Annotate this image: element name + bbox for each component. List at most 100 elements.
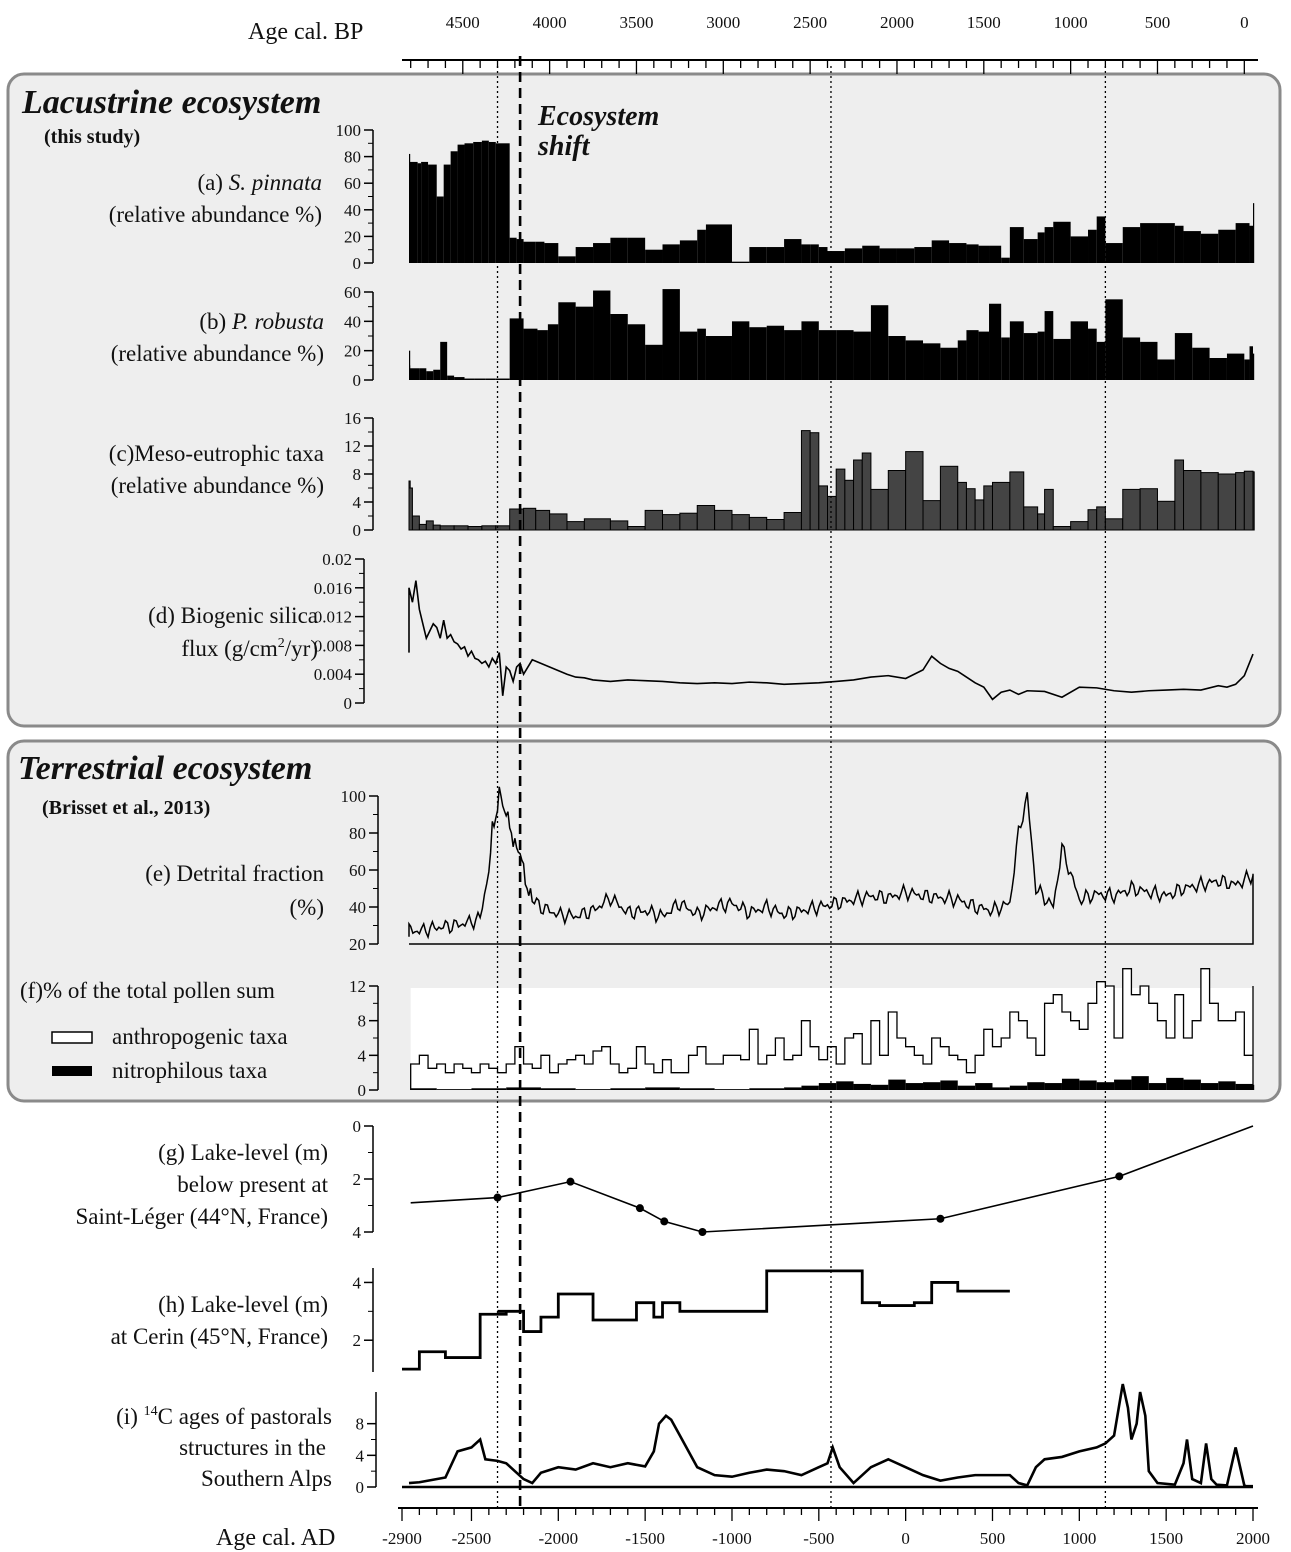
bar-c <box>844 479 855 531</box>
bar-a <box>949 243 967 263</box>
top-axis-label: 2000 <box>880 13 914 32</box>
bar-nitrophilous <box>1166 1077 1184 1090</box>
bar-a <box>1249 225 1253 263</box>
bar-b <box>426 371 434 380</box>
bar-c <box>1139 488 1158 531</box>
bottom-axis-label: -1000 <box>712 1529 752 1548</box>
bar-a <box>481 140 489 263</box>
bar-b <box>440 341 448 380</box>
bar-c <box>509 508 525 531</box>
bar-c <box>1252 471 1255 531</box>
bar-c <box>835 468 846 531</box>
bar-a <box>1023 239 1038 263</box>
bar-a <box>844 248 863 263</box>
bar-a <box>966 244 979 263</box>
bar-c <box>1217 473 1237 531</box>
y-tick-label-g: 0 <box>353 1117 362 1136</box>
bar-b <box>966 330 979 380</box>
bar-c <box>991 481 1011 531</box>
bar-c <box>766 519 785 531</box>
bar-c <box>1200 472 1219 531</box>
bar-a <box>610 237 628 263</box>
bar-a <box>749 247 767 263</box>
bar-b <box>447 375 455 380</box>
bar-nitrophilous <box>1253 1084 1255 1090</box>
bar-a <box>627 237 646 263</box>
bar-b <box>1174 333 1193 380</box>
bottom-axis-label: 1500 <box>1149 1529 1183 1548</box>
bar-b <box>645 344 663 380</box>
bar-b <box>1096 341 1106 380</box>
bar-c <box>1235 472 1245 531</box>
bar-a <box>1200 233 1219 263</box>
bar-b <box>905 340 924 380</box>
bar-b <box>1105 299 1123 380</box>
bar-b <box>1088 328 1097 380</box>
top-axis-title: Age cal. BP <box>248 19 363 45</box>
bar-a <box>705 224 732 263</box>
bar-b <box>610 314 628 380</box>
panel-d-unit: flux (g/cm2/yr) <box>181 636 318 661</box>
bar-a <box>417 163 422 263</box>
bar-b <box>766 325 785 380</box>
y-tick-label-f: 12 <box>349 977 366 996</box>
bar-a <box>784 239 802 263</box>
panel-f-label: (f)% of the total pollen sum <box>20 978 275 1003</box>
bar-c <box>818 485 829 531</box>
y-tick-label-d: 0.004 <box>314 665 353 684</box>
y-tick-label-i: 8 <box>356 1415 365 1434</box>
frame-e <box>409 873 1254 945</box>
y-tick-label-e: 60 <box>349 861 366 880</box>
bar-c <box>549 513 568 531</box>
bar-c <box>783 512 802 531</box>
y-tick-label-i: 4 <box>356 1446 365 1465</box>
bar-a <box>1053 221 1071 263</box>
shift-label-line2: shift <box>537 131 591 162</box>
bar-nitrophilous <box>1131 1076 1149 1090</box>
bar-nitrophilous <box>1044 1083 1062 1090</box>
bar-b <box>1226 353 1245 380</box>
bar-a <box>896 248 915 263</box>
bar-a <box>818 247 828 263</box>
bar-b <box>705 336 732 380</box>
bar-b <box>1192 347 1210 380</box>
y-tick-label-b: 20 <box>344 342 361 361</box>
bar-nitrophilous <box>1061 1078 1080 1090</box>
bar-c <box>583 518 611 531</box>
bar-c <box>965 488 976 531</box>
bar-nitrophilous <box>610 1088 646 1090</box>
bar-a <box>464 143 474 263</box>
panel-c-label: (c)Meso-eutrophic taxa <box>109 441 324 466</box>
legend-anthropogenic: anthropogenic taxa <box>112 1024 288 1049</box>
bar-b <box>558 302 576 380</box>
y-tick-label-b: 40 <box>344 312 361 331</box>
bar-b <box>1053 338 1071 380</box>
bar-nitrophilous <box>888 1079 906 1090</box>
bar-c <box>957 481 967 531</box>
bar-c <box>853 459 863 531</box>
data-point-g <box>566 1177 575 1186</box>
bar-nitrophilous <box>1235 1083 1253 1090</box>
bar-b <box>495 378 510 380</box>
bar-nitrophilous <box>714 1089 750 1090</box>
bar-c <box>644 509 664 531</box>
bar-c <box>696 505 716 531</box>
bar-b <box>593 290 611 380</box>
series-anthropogenic <box>410 968 1254 1090</box>
panel-a-unit: (relative abundance %) <box>109 202 322 227</box>
bar-c <box>467 526 483 531</box>
bar-a <box>1105 243 1123 263</box>
bar-b <box>1001 337 1010 380</box>
y-tick-label-a: 0 <box>353 254 362 273</box>
top-axis-label: 3000 <box>706 13 740 32</box>
bar-a <box>801 244 811 263</box>
bar-b <box>731 321 750 380</box>
bar-nitrophilous <box>1009 1085 1028 1090</box>
bar-nitrophilous <box>975 1083 993 1090</box>
y-tick-label-f: 8 <box>358 1012 367 1031</box>
bar-c <box>679 512 698 531</box>
top-axis-label: 1000 <box>1054 13 1088 32</box>
bar-a <box>1218 229 1236 263</box>
bar-b <box>923 343 941 380</box>
bottom-axis-label: 500 <box>980 1529 1006 1548</box>
